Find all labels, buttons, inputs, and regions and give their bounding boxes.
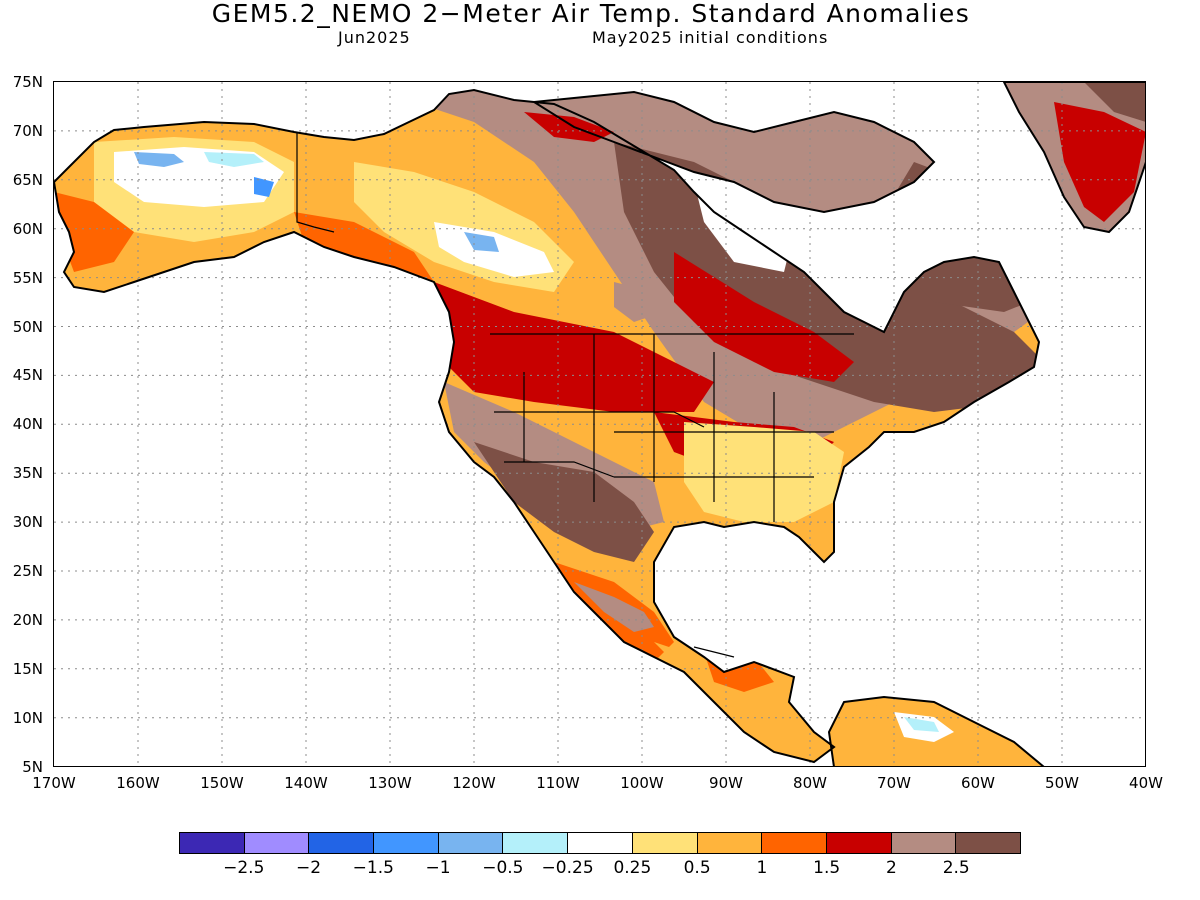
lon-tick-label: 110W xyxy=(536,774,580,792)
legend-swatch xyxy=(762,833,827,853)
init-conditions: May2025 initial conditions xyxy=(592,28,829,47)
lat-tick-label: 50N xyxy=(12,317,43,336)
lat-tick-label: 25N xyxy=(12,562,43,580)
lon-tick-label: 130W xyxy=(368,774,412,792)
legend-label: 0.5 xyxy=(683,858,711,878)
legend-label: 2.5 xyxy=(942,858,970,878)
legend-swatch xyxy=(632,833,698,853)
lat-tick-label: 30N xyxy=(12,513,43,532)
lon-tick-label: 60W xyxy=(961,774,995,792)
legend-swatch xyxy=(438,833,504,853)
color-legend xyxy=(179,832,1021,854)
lon-tick-label: 150W xyxy=(200,774,244,792)
map-title: GEM5.2_NEMO 2−Meter Air Temp. Standard A… xyxy=(211,0,971,28)
lon-tick-label: 50W xyxy=(1045,774,1079,792)
legend-label: 2 xyxy=(886,858,897,878)
lat-tick-label: 75N xyxy=(12,73,43,91)
lon-tick-label: 80W xyxy=(793,774,827,792)
anomaly-map xyxy=(54,82,1146,767)
legend-label: −2.5 xyxy=(223,858,265,878)
legend-label: 1 xyxy=(756,858,768,878)
legend-swatch xyxy=(826,833,892,853)
legend-label: −0.5 xyxy=(482,858,524,878)
legend-label: −1.5 xyxy=(352,858,394,878)
lon-tick-label: 70W xyxy=(877,774,911,792)
lat-tick-label: 70N xyxy=(12,121,43,140)
lat-tick-label: 20N xyxy=(12,610,43,629)
lat-tick-label: 40N xyxy=(12,415,43,434)
lon-tick-label: 120W xyxy=(452,774,496,792)
lat-tick-label: 65N xyxy=(12,170,43,189)
lat-tick-label: 60N xyxy=(12,219,43,238)
legend-swatch xyxy=(180,833,245,853)
legend-swatch xyxy=(244,833,310,853)
legend-swatch xyxy=(309,833,375,853)
legend-label: 1.5 xyxy=(813,858,841,878)
map-canvas xyxy=(54,82,1146,767)
legend-label: −2 xyxy=(296,858,322,878)
legend-swatch xyxy=(503,833,569,853)
lat-tick-label: 45N xyxy=(12,366,43,385)
lat-tick-label: 10N xyxy=(12,708,43,727)
lat-tick-label: 15N xyxy=(12,659,43,678)
legend-label: 0.25 xyxy=(613,858,652,878)
legend-label: −0.25 xyxy=(541,858,594,878)
lon-tick-label: 170W xyxy=(32,774,76,792)
lat-tick-label: 5N xyxy=(22,757,43,776)
legend-swatch xyxy=(568,833,633,853)
legend-swatch xyxy=(891,833,957,853)
lat-tick-label: 55N xyxy=(12,268,43,287)
legend-label: −1 xyxy=(425,858,451,878)
valid-month: Jun2025 xyxy=(338,28,411,47)
legend-swatch xyxy=(697,833,763,853)
lon-tick-label: 90W xyxy=(709,774,743,792)
lon-tick-label: 140W xyxy=(284,774,328,792)
lon-tick-label: 160W xyxy=(116,774,160,792)
legend-swatch xyxy=(374,833,439,853)
lon-tick-label: 40W xyxy=(1129,774,1163,792)
lat-tick-label: 35N xyxy=(12,464,43,483)
lon-tick-label: 100W xyxy=(620,774,664,792)
legend-swatch xyxy=(956,833,1020,853)
